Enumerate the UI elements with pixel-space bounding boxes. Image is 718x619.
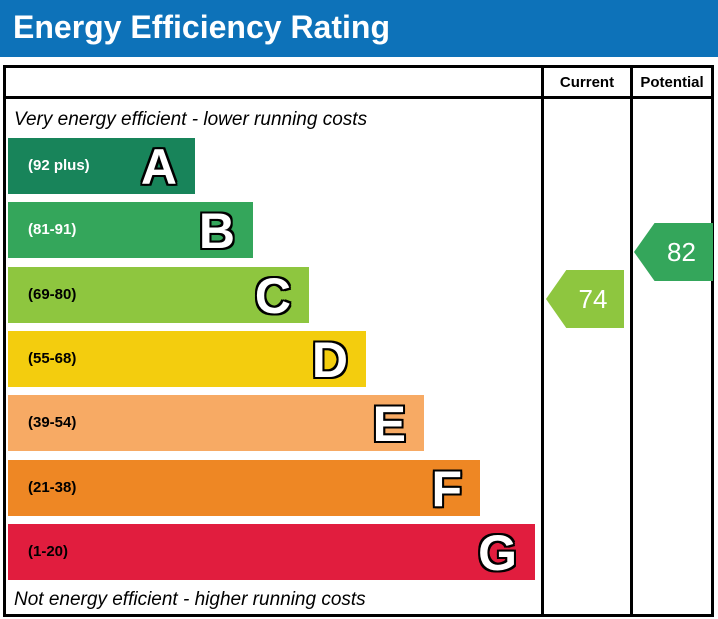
title-bar: Energy Efficiency Rating <box>0 0 718 57</box>
band-row-c: (69-80) C <box>8 266 309 325</box>
band-row-b: (81-91) B <box>8 202 253 261</box>
band-row-d: (55-68) D <box>8 331 366 390</box>
current-rating-value: 74 <box>578 283 608 314</box>
band-row-f: (21-38) F <box>8 459 480 518</box>
band-letter-c: C <box>254 266 293 325</box>
band-row-e: (39-54) E <box>8 395 424 454</box>
potential-column-header: Potential <box>640 73 704 91</box>
band-letter-f: F <box>430 459 463 518</box>
band-row-a: (92 plus) A <box>8 138 195 197</box>
potential-rating-arrow: 82 <box>634 223 713 281</box>
rating-table: Current Potential Very energy efficient … <box>3 65 714 617</box>
band-letter-a: A <box>140 138 179 197</box>
top-note: Very energy efficient - lower running co… <box>14 109 368 130</box>
current-column-header: Current <box>559 73 615 91</box>
band-range-label-f: (21-38) <box>28 478 77 496</box>
band-range-label-d: (55-68) <box>28 349 77 367</box>
band-letter-e: E <box>371 395 407 454</box>
band-range-label-a: (92 plus) <box>28 157 90 174</box>
band-letter-d: D <box>311 331 350 390</box>
band-range-label-c: (69-80) <box>28 285 77 303</box>
current-rating-arrow: 74 <box>546 270 624 328</box>
band-range-label-g: (1-20) <box>28 542 69 560</box>
band-letter-g: G <box>477 524 518 583</box>
band-row-g: (1-20) G <box>8 524 535 583</box>
potential-rating-value: 82 <box>667 236 696 267</box>
column-divider-current <box>541 68 544 614</box>
band-range-label-e: (39-54) <box>28 414 77 432</box>
header-row-divider <box>6 96 711 99</box>
band-letter-b: B <box>198 202 237 261</box>
column-divider-potential <box>630 68 633 614</box>
page-title: Energy Efficiency Rating <box>13 9 390 45</box>
band-range-label-b: (81-91) <box>28 221 77 239</box>
bottom-note: Not energy efficient - higher running co… <box>14 589 366 610</box>
